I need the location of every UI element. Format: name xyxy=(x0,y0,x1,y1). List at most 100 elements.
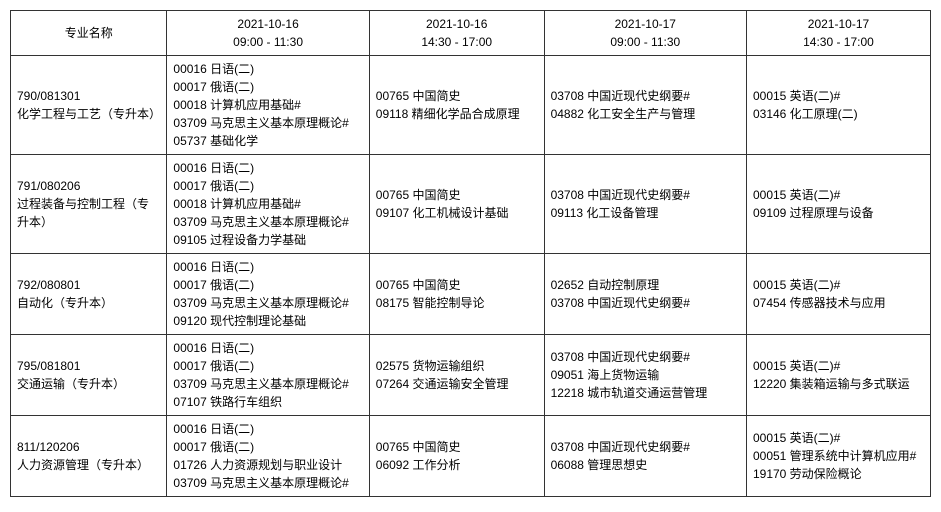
course-item: 03708 中国近现代史纲要# xyxy=(551,438,740,456)
header-slot1: 2021-10-16 09:00 - 11:30 xyxy=(167,11,369,56)
course-item: 07264 交通运输安全管理 xyxy=(376,375,538,393)
header-slot4: 2021-10-17 14:30 - 17:00 xyxy=(746,11,930,56)
table-row: 791/080206过程装备与控制工程（专升本）00016 日语(二)00017… xyxy=(11,155,931,254)
major-cell: 795/081801交通运输（专升本） xyxy=(11,335,167,416)
course-cell-slot1: 00016 日语(二)00017 俄语(二)03709 马克思主义基本原理概论#… xyxy=(167,335,369,416)
course-item: 07107 铁路行车组织 xyxy=(173,393,362,411)
course-cell-slot2: 00765 中国简史06092 工作分析 xyxy=(369,416,544,497)
course-item: 00765 中国简史 xyxy=(376,87,538,105)
header-slot2-time: 14:30 - 17:00 xyxy=(376,33,538,51)
table-row: 792/080801自动化（专升本）00016 日语(二)00017 俄语(二)… xyxy=(11,254,931,335)
course-item: 00015 英语(二)# xyxy=(753,186,924,204)
course-item: 09109 过程原理与设备 xyxy=(753,204,924,222)
course-item: 09113 化工设备管理 xyxy=(551,204,740,222)
course-cell-slot2: 02575 货物运输组织07264 交通运输安全管理 xyxy=(369,335,544,416)
course-item: 03708 中国近现代史纲要# xyxy=(551,87,740,105)
course-item: 00016 日语(二) xyxy=(173,159,362,177)
course-cell-slot3: 03708 中国近现代史纲要#09113 化工设备管理 xyxy=(544,155,746,254)
table-row: 811/120206人力资源管理（专升本）00016 日语(二)00017 俄语… xyxy=(11,416,931,497)
header-slot3: 2021-10-17 09:00 - 11:30 xyxy=(544,11,746,56)
course-item: 03709 马克思主义基本原理概论# xyxy=(173,294,362,312)
table-row: 795/081801交通运输（专升本）00016 日语(二)00017 俄语(二… xyxy=(11,335,931,416)
major-name: 过程装备与控制工程（专升本） xyxy=(17,195,160,231)
major-code: 811/120206 xyxy=(17,438,160,456)
header-slot1-date: 2021-10-16 xyxy=(173,15,362,33)
course-item: 00017 俄语(二) xyxy=(173,357,362,375)
major-cell: 791/080206过程装备与控制工程（专升本） xyxy=(11,155,167,254)
course-cell-slot4: 00015 英语(二)#09109 过程原理与设备 xyxy=(746,155,930,254)
course-item: 09105 过程设备力学基础 xyxy=(173,231,362,249)
header-slot3-time: 09:00 - 11:30 xyxy=(551,33,740,51)
course-item: 00017 俄语(二) xyxy=(173,78,362,96)
course-cell-slot1: 00016 日语(二)00017 俄语(二)01726 人力资源规划与职业设计0… xyxy=(167,416,369,497)
header-slot4-date: 2021-10-17 xyxy=(753,15,924,33)
course-item: 00765 中国简史 xyxy=(376,276,538,294)
course-item: 00015 英语(二)# xyxy=(753,429,924,447)
course-item: 00016 日语(二) xyxy=(173,258,362,276)
course-item: 03146 化工原理(二) xyxy=(753,105,924,123)
course-item: 00016 日语(二) xyxy=(173,60,362,78)
course-item: 00017 俄语(二) xyxy=(173,276,362,294)
major-code: 790/081301 xyxy=(17,87,160,105)
course-cell-slot1: 00016 日语(二)00017 俄语(二)03709 马克思主义基本原理概论#… xyxy=(167,254,369,335)
course-item: 03708 中国近现代史纲要# xyxy=(551,294,740,312)
header-slot1-time: 09:00 - 11:30 xyxy=(173,33,362,51)
major-cell: 811/120206人力资源管理（专升本） xyxy=(11,416,167,497)
course-item: 09107 化工机械设计基础 xyxy=(376,204,538,222)
course-item: 09120 现代控制理论基础 xyxy=(173,312,362,330)
course-item: 06088 管理思想史 xyxy=(551,456,740,474)
course-item: 00765 中国简史 xyxy=(376,186,538,204)
course-cell-slot1: 00016 日语(二)00017 俄语(二)00018 计算机应用基础#0370… xyxy=(167,56,369,155)
course-item: 04882 化工安全生产与管理 xyxy=(551,105,740,123)
course-item: 02652 自动控制原理 xyxy=(551,276,740,294)
header-slot2-date: 2021-10-16 xyxy=(376,15,538,33)
header-slot2: 2021-10-16 14:30 - 17:00 xyxy=(369,11,544,56)
course-item: 00017 俄语(二) xyxy=(173,177,362,195)
course-item: 03709 马克思主义基本原理概论# xyxy=(173,213,362,231)
header-slot4-time: 14:30 - 17:00 xyxy=(753,33,924,51)
table-row: 790/081301化学工程与工艺（专升本）00016 日语(二)00017 俄… xyxy=(11,56,931,155)
course-item: 00018 计算机应用基础# xyxy=(173,195,362,213)
header-row: 专业名称 2021-10-16 09:00 - 11:30 2021-10-16… xyxy=(11,11,931,56)
course-item: 12218 城市轨道交通运营管理 xyxy=(551,384,740,402)
course-item: 02575 货物运输组织 xyxy=(376,357,538,375)
major-code: 795/081801 xyxy=(17,357,160,375)
course-item: 06092 工作分析 xyxy=(376,456,538,474)
course-cell-slot2: 00765 中国简史08175 智能控制导论 xyxy=(369,254,544,335)
course-cell-slot3: 03708 中国近现代史纲要#09051 海上货物运输12218 城市轨道交通运… xyxy=(544,335,746,416)
course-item: 00017 俄语(二) xyxy=(173,438,362,456)
course-cell-slot3: 03708 中国近现代史纲要#04882 化工安全生产与管理 xyxy=(544,56,746,155)
course-item: 00765 中国简史 xyxy=(376,438,538,456)
course-item: 00018 计算机应用基础# xyxy=(173,96,362,114)
course-item: 09118 精细化学品合成原理 xyxy=(376,105,538,123)
course-cell-slot4: 00015 英语(二)#12220 集装箱运输与多式联运 xyxy=(746,335,930,416)
course-item: 09051 海上货物运输 xyxy=(551,366,740,384)
course-item: 00015 英语(二)# xyxy=(753,276,924,294)
course-item: 03708 中国近现代史纲要# xyxy=(551,186,740,204)
major-code: 792/080801 xyxy=(17,276,160,294)
course-item: 03708 中国近现代史纲要# xyxy=(551,348,740,366)
course-cell-slot4: 00015 英语(二)#00051 管理系统中计算机应用#19170 劳动保险概… xyxy=(746,416,930,497)
course-item: 00016 日语(二) xyxy=(173,339,362,357)
course-item: 01726 人力资源规划与职业设计 xyxy=(173,456,362,474)
course-cell-slot4: 00015 英语(二)#03146 化工原理(二) xyxy=(746,56,930,155)
header-slot3-date: 2021-10-17 xyxy=(551,15,740,33)
course-cell-slot4: 00015 英语(二)#07454 传感器技术与应用 xyxy=(746,254,930,335)
major-name: 人力资源管理（专升本） xyxy=(17,456,160,474)
course-item: 00051 管理系统中计算机应用# xyxy=(753,447,924,465)
major-cell: 790/081301化学工程与工艺（专升本） xyxy=(11,56,167,155)
course-cell-slot2: 00765 中国简史09107 化工机械设计基础 xyxy=(369,155,544,254)
course-item: 08175 智能控制导论 xyxy=(376,294,538,312)
course-item: 03709 马克思主义基本原理概论# xyxy=(173,114,362,132)
course-cell-slot1: 00016 日语(二)00017 俄语(二)00018 计算机应用基础#0370… xyxy=(167,155,369,254)
major-name: 交通运输（专升本） xyxy=(17,375,160,393)
major-code: 791/080206 xyxy=(17,177,160,195)
course-item: 00015 英语(二)# xyxy=(753,87,924,105)
course-item: 03709 马克思主义基本原理概论# xyxy=(173,474,362,492)
major-cell: 792/080801自动化（专升本） xyxy=(11,254,167,335)
course-item: 12220 集装箱运输与多式联运 xyxy=(753,375,924,393)
course-cell-slot3: 03708 中国近现代史纲要#06088 管理思想史 xyxy=(544,416,746,497)
major-name: 化学工程与工艺（专升本） xyxy=(17,105,160,123)
course-item: 19170 劳动保险概论 xyxy=(753,465,924,483)
header-major-label: 专业名称 xyxy=(65,26,113,40)
